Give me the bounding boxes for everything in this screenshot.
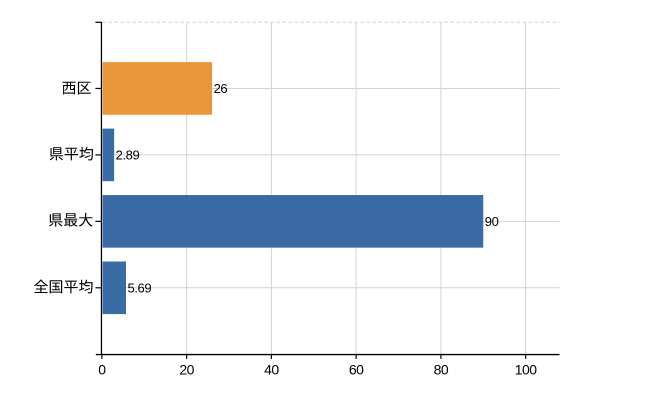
svg-text:80: 80: [434, 362, 449, 378]
svg-text:5.69: 5.69: [128, 280, 152, 295]
svg-text:40: 40: [264, 362, 279, 378]
svg-text:2.89: 2.89: [116, 147, 140, 162]
svg-text:60: 60: [349, 362, 364, 378]
svg-text:100: 100: [515, 362, 538, 378]
svg-text:26: 26: [214, 81, 228, 96]
svg-text:0: 0: [98, 362, 106, 378]
svg-text:90: 90: [485, 214, 499, 229]
svg-text:20: 20: [179, 362, 194, 378]
